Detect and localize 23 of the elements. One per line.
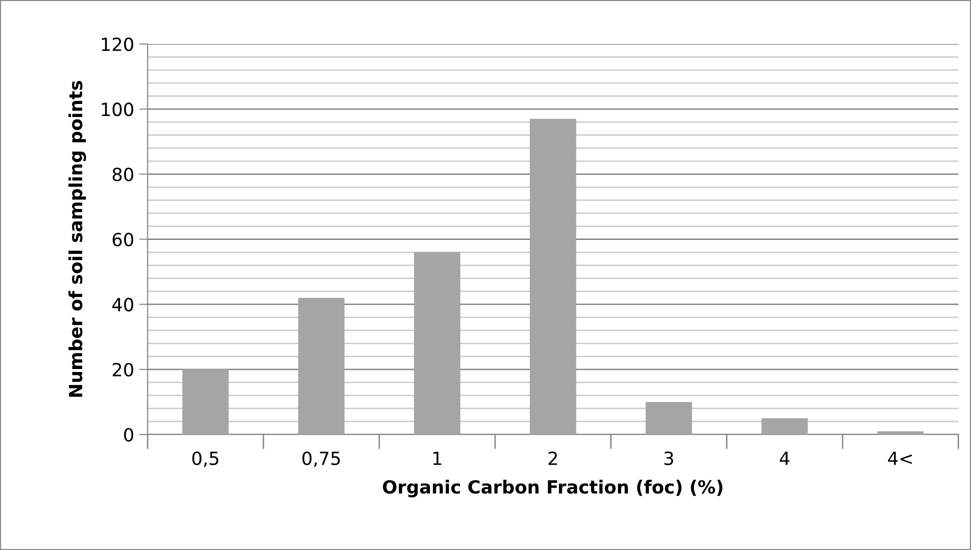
y-tick-label: 100 (102, 102, 134, 116)
bar (877, 431, 924, 434)
x-tick-label: 0,5 (192, 451, 218, 467)
bar (646, 402, 692, 434)
x-tick-label: 3 (664, 451, 674, 466)
x-tick-label: 4< (888, 452, 912, 465)
y-tick-label: 60 (112, 232, 134, 246)
y-tick-label: 20 (112, 362, 134, 377)
bar (761, 418, 808, 434)
x-tick-label: 4 (780, 452, 790, 465)
x-tick-label: 1 (433, 452, 442, 465)
bar (298, 298, 344, 434)
bar (182, 369, 229, 434)
bar (530, 118, 576, 434)
y-tick-label: 120 (102, 37, 134, 52)
x-axis-title: Organic Carbon Fraction (foc) (%) (382, 480, 722, 498)
bar (414, 252, 460, 434)
y-tick-label: 40 (112, 298, 134, 312)
x-tick-label: 0,75 (302, 451, 340, 467)
x-tick-label: 2 (548, 451, 557, 465)
y-axis-title: Number of soil sampling points (68, 80, 86, 397)
y-tick-label: 0 (124, 428, 134, 442)
y-tick-label: 80 (112, 168, 134, 182)
